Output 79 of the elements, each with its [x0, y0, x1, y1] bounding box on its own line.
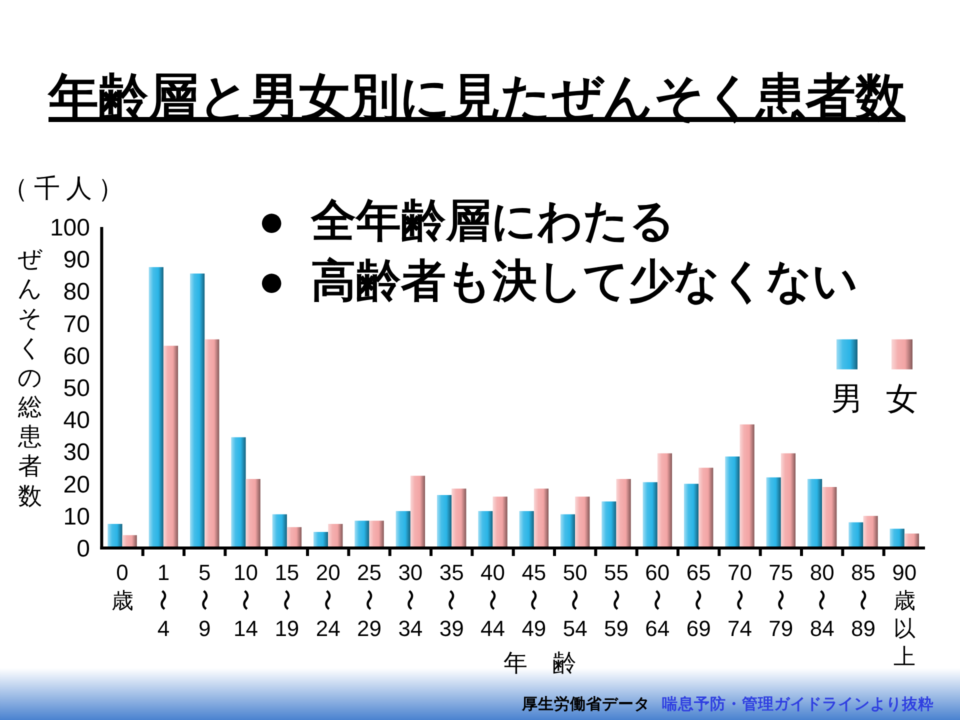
annotation: ● 高齢者も決して少なくない [258, 255, 858, 306]
bar [410, 476, 426, 548]
bar [313, 532, 328, 548]
bar [822, 487, 837, 548]
x-tick-label: 0歳 [111, 560, 134, 613]
x-tick-label: 35〜39 [438, 560, 464, 641]
bar [740, 424, 754, 548]
bar [328, 524, 343, 548]
x-tick-label: 30〜34 [397, 560, 423, 641]
bar [190, 274, 205, 548]
y-tick-label: 0 [76, 536, 90, 562]
bar [246, 478, 260, 548]
x-tick-label: 40〜44 [479, 560, 506, 641]
bar [684, 484, 699, 548]
bar [602, 501, 616, 548]
x-tick-label: 20〜24 [314, 560, 340, 641]
bar [657, 453, 672, 548]
bar [698, 468, 714, 548]
x-tick-label: 25〜29 [356, 560, 382, 641]
bar [863, 516, 878, 548]
y-tick-label: 10 [63, 503, 90, 530]
bar [231, 437, 246, 548]
text: （千人） [2, 173, 130, 203]
y-tick-label: 20 [63, 471, 90, 498]
y-tick-label: 60 [63, 342, 90, 370]
y-tick-label: 30 [63, 439, 90, 466]
x-tick-label: 15〜19 [274, 560, 300, 641]
x-tick-label: 85〜89 [850, 560, 876, 641]
bar [108, 524, 122, 548]
x-tick-label: 75〜79 [768, 560, 794, 641]
x-tick-label: 10〜14 [232, 560, 258, 641]
x-tick-label: 65〜69 [685, 560, 711, 641]
y-tick-label: 40 [63, 407, 90, 434]
bar [478, 511, 493, 548]
bar [848, 522, 864, 548]
bar [436, 495, 452, 548]
x-tick-label: 1〜4 [150, 560, 176, 641]
text: ぜんそくの総患者数 [18, 246, 42, 510]
bar [163, 346, 178, 548]
text: 喘息予防・管理ガイドラインより抜粋 [662, 695, 934, 713]
bar [642, 482, 658, 548]
bar [616, 478, 631, 548]
bar [452, 488, 466, 548]
annotation: ● 全年齢層にわたる [258, 195, 676, 246]
y-tick-label: 100 [50, 214, 90, 242]
bar [807, 478, 822, 548]
x-tick-label: 55〜59 [602, 560, 629, 641]
text: 厚生労働省データ [521, 695, 650, 713]
y-tick-label: 90 [63, 246, 90, 274]
legend-label: 男 [831, 379, 863, 418]
y-tick-label: 80 [63, 278, 90, 306]
bar [369, 520, 384, 548]
bar [766, 477, 781, 548]
x-tick-label: 70〜74 [726, 560, 752, 641]
bar [725, 456, 740, 548]
bar [780, 453, 796, 548]
x-axis-title: 年 齢 [504, 650, 576, 677]
bar [204, 339, 220, 548]
bar [534, 488, 549, 548]
bar [286, 527, 302, 548]
bar [148, 267, 164, 548]
bar [354, 520, 370, 548]
x-tick-label: 60〜64 [644, 560, 670, 641]
legend-label: 女 [886, 379, 918, 418]
x-tick-label: 90歳以上 [892, 560, 917, 669]
chart-title: 年齢層と男女別に見たぜんそく患者数 [46, 69, 906, 125]
x-tick-label: 50〜54 [562, 560, 588, 641]
y-tick-label: 70 [63, 310, 90, 338]
x-tick-label: 45〜49 [520, 560, 546, 641]
bar [272, 514, 287, 548]
bar [575, 496, 590, 548]
x-tick-label: 5〜9 [191, 560, 216, 641]
bar [396, 511, 410, 548]
y-tick-label: 50 [63, 375, 90, 402]
bar [492, 496, 508, 548]
bar [560, 514, 576, 548]
x-tick-label: 80〜84 [808, 560, 834, 641]
bar [519, 511, 534, 548]
bar [890, 528, 904, 548]
